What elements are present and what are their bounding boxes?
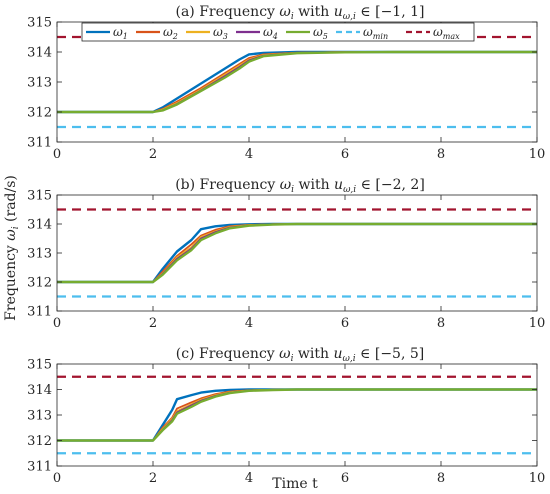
- series-line-omega-1: [57, 50, 537, 114]
- y-axis-label: Frequency ωi (rad/s): [3, 175, 21, 321]
- legend-entry: ω5: [286, 25, 328, 41]
- y-tick-label: 314: [27, 46, 52, 61]
- legend: ω1 ω2 ω3 ω4 ω5 ωmin ωmax: [81, 22, 475, 42]
- legend-entry: ω1: [86, 25, 128, 41]
- y-tick-label: 313: [27, 409, 52, 424]
- panel-2: 0 2 4 6 8 10 311 312 313 314 315 (b) Frequency ωi w…: [27, 177, 545, 331]
- y-tick-label: 315: [27, 189, 52, 204]
- x-tick-label: 2: [149, 471, 157, 486]
- legend-label: ω4: [263, 25, 278, 41]
- x-tick-label: 8: [437, 316, 445, 331]
- legend-label: ω2: [163, 25, 178, 41]
- axes-box: [56, 363, 538, 467]
- x-tick-label: 0: [53, 147, 61, 162]
- series-line-omega-3: [57, 51, 537, 113]
- legend-entry: ω2: [136, 25, 178, 41]
- x-tick-label: 4: [245, 147, 253, 162]
- series-line-omega-4: [57, 223, 537, 283]
- x-tick-label: 0: [53, 471, 61, 486]
- x-axis-label: Time t: [272, 476, 318, 492]
- legend-entry: ω4: [236, 25, 278, 41]
- y-tick-label: 314: [27, 383, 52, 398]
- y-tick-label: 315: [27, 16, 52, 31]
- series-line-omega-5: [57, 50, 537, 114]
- panel-1: 0 2 4 6 8 10 311 312 313 314 315 (a) Frequency ωi w…: [27, 4, 545, 162]
- axes-box: [56, 194, 538, 312]
- x-tick-label: 8: [437, 471, 445, 486]
- legend-entry: ωmin: [336, 25, 388, 41]
- x-tick-label: 4: [245, 471, 253, 486]
- panel-title: (c) Frequency ωi with uω,i ∈ [−5, 5]: [176, 346, 424, 364]
- y-tick-label: 313: [27, 247, 52, 262]
- x-tick-label: 6: [341, 147, 349, 162]
- x-tick-label: 2: [149, 316, 157, 331]
- series-line-omega-2: [57, 388, 537, 442]
- series-line-omega-1: [57, 388, 537, 442]
- y-tick-label: 312: [27, 106, 52, 121]
- x-tick-label: 10: [529, 147, 546, 162]
- series-line-omega-1: [57, 222, 537, 284]
- x-tick-label: 0: [53, 316, 61, 331]
- legend-label: ωmin: [363, 25, 388, 41]
- legend-label: ω1: [113, 25, 128, 41]
- legend-box: [81, 22, 475, 42]
- panel-title: (b) Frequency ωi with uω,i ∈ [−2, 2]: [175, 177, 425, 195]
- y-tick-label: 313: [27, 76, 52, 91]
- y-tick-label: 311: [27, 136, 52, 151]
- series-line-omega-3: [57, 388, 537, 442]
- x-tick-label: 10: [529, 471, 546, 486]
- y-tick-label: 314: [27, 218, 52, 233]
- panels: 0 2 4 6 8 10 311 312 313 314 315 (a) Frequency ωi w…: [27, 4, 545, 486]
- series-line-omega-4: [57, 388, 537, 442]
- panel-title: (a) Frequency ωi with uω,i ∈ [−1, 1]: [176, 4, 425, 22]
- legend-entry: ωmax: [406, 25, 460, 41]
- legend-label: ω3: [213, 25, 228, 41]
- y-tick-label: 311: [27, 305, 52, 320]
- panel-3: 0 2 4 6 8 10 311 312 313 314 315 (c) Frequency ωi w…: [27, 346, 545, 486]
- series-line-omega-4: [57, 51, 537, 113]
- y-tick-label: 311: [27, 460, 52, 475]
- y-tick-label: 315: [27, 358, 52, 373]
- series-line-omega-2: [57, 223, 537, 283]
- y-tick-label: 312: [27, 434, 52, 449]
- y-tick-label: 312: [27, 276, 52, 291]
- series-line-omega-3: [57, 223, 537, 283]
- x-tick-label: 6: [341, 471, 349, 486]
- series-line-omega-2: [57, 51, 537, 113]
- series-line-omega-5: [57, 222, 537, 284]
- legend-entry: ω3: [186, 25, 228, 41]
- legend-label: ω5: [313, 25, 328, 41]
- x-tick-label: 6: [341, 316, 349, 331]
- legend-label: ωmax: [433, 25, 460, 41]
- x-tick-label: 8: [437, 147, 445, 162]
- x-tick-label: 2: [149, 147, 157, 162]
- x-tick-label: 10: [529, 316, 546, 331]
- series-line-omega-5: [57, 388, 537, 442]
- x-tick-label: 4: [245, 316, 253, 331]
